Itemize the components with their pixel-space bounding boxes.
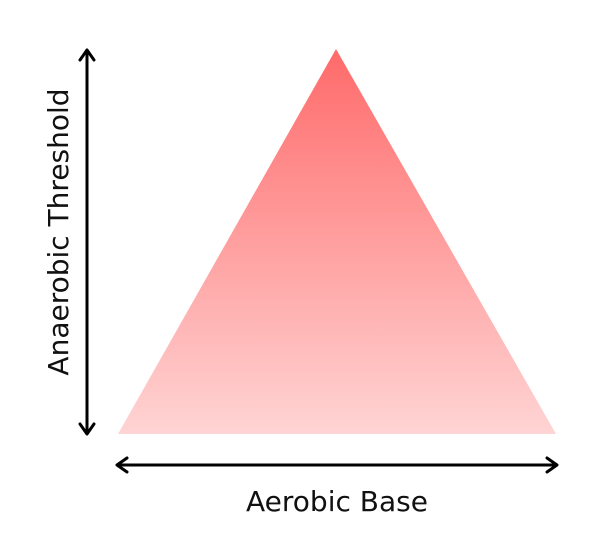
x-axis-arrow [115,456,559,474]
y-axis-label: Anaerobic Threshold [42,88,75,375]
triangle [118,49,556,434]
x-axis-label: Aerobic Base [246,485,428,518]
y-axis-arrow [78,48,96,436]
